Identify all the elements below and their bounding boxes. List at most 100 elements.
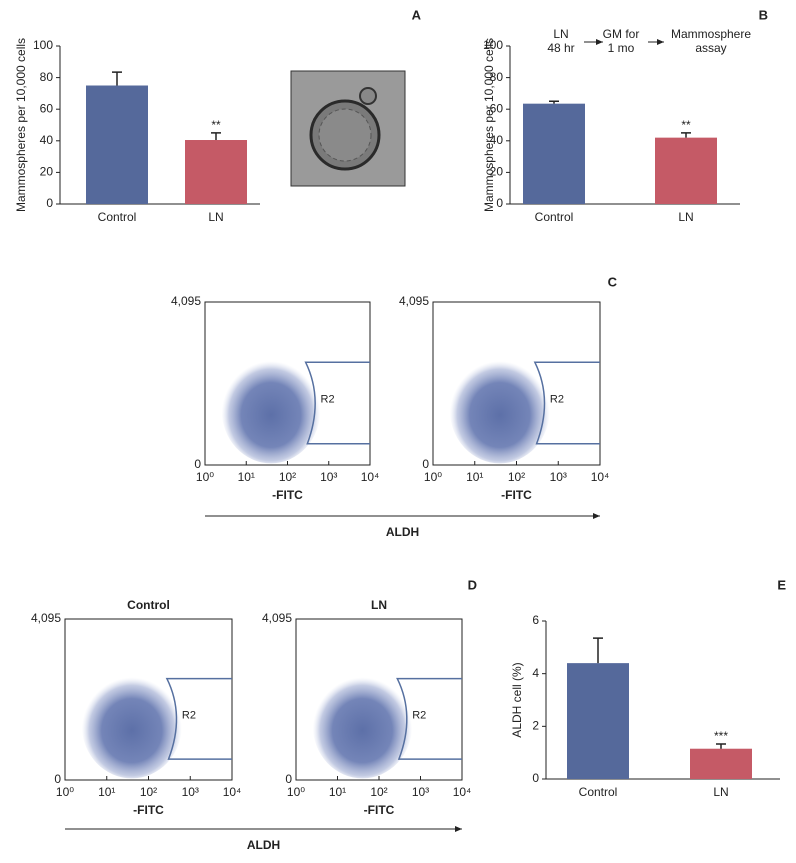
y-tick-label: 80 [40,70,54,84]
x-axis-label: -FITC [501,488,532,502]
x-tick-label: 10⁰ [287,785,305,799]
y-axis-label: ALDH cell (%) [510,662,524,737]
x-tick-label: 10² [279,470,296,484]
bar [185,140,247,204]
x-tick-label: 10¹ [238,470,255,484]
gate-label: R2 [412,710,426,722]
y-tick-label: 4,095 [171,294,201,308]
y-tick-label: 4 [532,666,539,680]
error-bar [211,132,221,141]
x-tick-label: 10³ [182,785,199,799]
error-bar [716,743,726,749]
x-tick-label: Control [98,210,137,224]
bar [567,663,629,779]
gate-label: R2 [182,710,196,722]
bar [655,137,717,204]
x-tick-label: 10² [508,470,525,484]
y-tick-label: 0 [496,196,503,210]
panel-label: E [777,577,786,592]
y-tick-label: 100 [33,38,53,52]
error-bar [681,132,691,138]
y-tick-label: 0 [532,771,539,785]
significance: ** [681,118,691,132]
x-tick-label: 10⁴ [361,470,380,484]
significance: ** [211,118,221,132]
y-tick-label: 6 [532,613,539,627]
bar [523,103,585,204]
panel-label: B [759,7,768,22]
y-tick-label: 40 [490,133,504,147]
gate [304,361,370,445]
y-tick-label: 4,095 [399,294,429,308]
x-tick-label: 10¹ [466,470,483,484]
y-tick-label: 40 [40,133,54,147]
y-tick-label: 60 [40,101,54,115]
x-tick-label: 10³ [320,470,337,484]
x-tick-label: 10⁴ [591,470,610,484]
x-tick-label: 10¹ [329,785,346,799]
plot-title: LN [371,598,387,612]
x-axis-label: -FITC [364,803,395,817]
y-tick-label: 0 [54,772,61,786]
x-tick-label: 10³ [550,470,567,484]
y-tick-label: 4,095 [31,611,61,625]
error-bar [549,100,559,104]
cell-cloud [81,672,182,779]
x-tick-label: 10¹ [98,785,115,799]
y-tick-label: 20 [490,165,504,179]
y-axis-label: Mammospheres per 10,000 cells [482,38,496,212]
panel-label: A [412,7,422,22]
y-axis-label: Mammospheres per 10,000 cells [14,38,28,212]
gate [396,677,462,760]
x-tick-label: LN [713,785,728,799]
gate-label: R2 [321,394,335,406]
x-tick-label: 10⁰ [424,470,442,484]
y-tick-label: 2 [532,719,539,733]
bar [690,748,752,779]
significance: *** [714,729,728,743]
x-tick-label: Control [535,210,574,224]
x-tick-label: Control [579,785,618,799]
panel-label: C [608,274,618,289]
x-tick-label: LN [208,210,223,224]
y-tick-label: 60 [490,101,504,115]
y-tick-label: 80 [490,70,504,84]
error-bar [112,71,122,86]
x-tick-label: 10⁴ [453,785,472,799]
y-tick-label: 4,095 [262,611,292,625]
x-axis-label: -FITC [272,488,303,502]
x-tick-label: 10³ [412,785,429,799]
cell-cloud [221,355,321,464]
cell-cloud [312,672,413,779]
step-label: assay [695,41,726,55]
x-tick-label: 10⁰ [196,470,214,484]
gate-label: R2 [550,394,564,406]
x-tick-label: 10² [140,785,157,799]
y-tick-label: 0 [422,457,429,471]
gate [165,677,232,760]
axis-arrow-label: ALDH [386,525,419,539]
sphere-image [290,70,406,187]
y-tick-label: 100 [483,38,503,52]
panel-label: D [468,577,477,592]
step-label: GM for [603,27,640,41]
y-tick-label: 0 [285,772,292,786]
y-tick-label: 0 [46,196,53,210]
x-tick-label: LN [678,210,693,224]
step-label: LN [553,27,568,41]
bar [86,85,148,204]
step-label: 48 hr [547,41,574,55]
step-label: 1 mo [608,41,635,55]
error-bar [593,637,603,664]
plot-title: Control [127,598,170,612]
y-tick-label: 20 [40,165,54,179]
step-label: Mammosphere [671,27,751,41]
x-tick-label: 10² [370,785,387,799]
x-tick-label: 10⁰ [56,785,74,799]
cell-cloud [449,355,550,464]
x-tick-label: 10⁴ [223,785,242,799]
x-axis-label: -FITC [133,803,164,817]
y-tick-label: 0 [194,457,201,471]
